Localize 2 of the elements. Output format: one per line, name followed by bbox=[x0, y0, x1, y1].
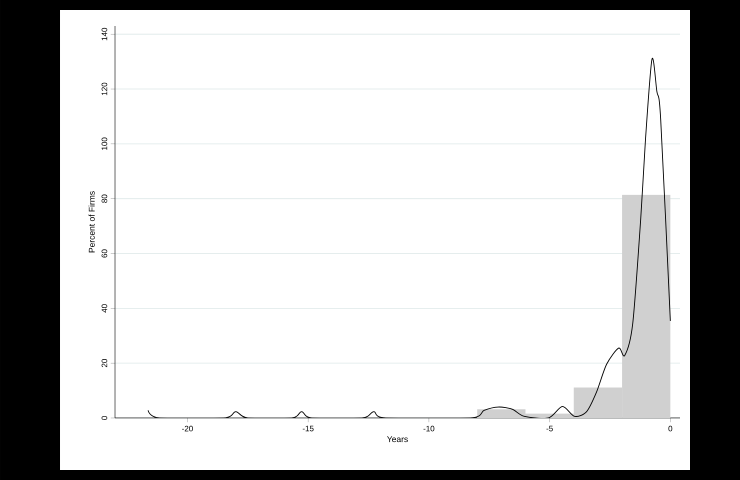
y-axis-title: Percent of Firms bbox=[88, 191, 95, 252]
x-axis-title: Years bbox=[387, 436, 408, 442]
